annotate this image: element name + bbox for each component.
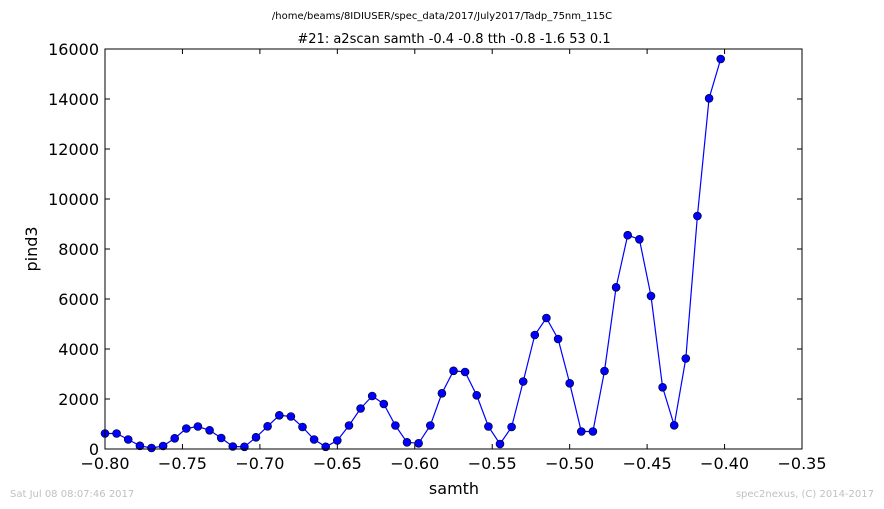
y-tick-label: 6000 xyxy=(58,290,99,309)
data-point xyxy=(658,382,667,392)
axes: −0.80 −0.75 −0.70 −0.65 −0.60 −0.55 −0.50 −0.45… xyxy=(48,40,826,473)
data-point xyxy=(623,230,633,240)
data-point xyxy=(391,421,400,430)
data-point xyxy=(298,422,307,432)
data-point xyxy=(367,391,377,401)
data-point xyxy=(263,421,272,431)
x-tick-label: −0.70 xyxy=(235,454,284,473)
data-point xyxy=(147,443,156,453)
y-tick-label: 0 xyxy=(89,440,99,459)
data-point xyxy=(542,313,551,323)
x-tick-label: −0.75 xyxy=(158,454,207,473)
data-point xyxy=(332,436,342,445)
data-point xyxy=(576,427,586,436)
x-tick-label: −0.65 xyxy=(313,454,362,473)
data-point xyxy=(518,377,528,386)
data-point xyxy=(681,354,691,363)
x-tick-label: −0.45 xyxy=(623,454,672,473)
data-point xyxy=(414,438,423,448)
data-point xyxy=(588,427,598,436)
data-point xyxy=(484,422,493,431)
data-point xyxy=(553,334,563,344)
data-point xyxy=(704,94,714,103)
data-point xyxy=(635,235,644,244)
x-tick-label: −0.40 xyxy=(700,454,749,473)
data-point xyxy=(286,412,296,421)
data-point xyxy=(611,282,621,292)
plot-area xyxy=(100,54,726,453)
y-axis-label: pind3 xyxy=(22,226,41,271)
data-point xyxy=(565,378,575,388)
data-point xyxy=(472,390,482,400)
data-point xyxy=(216,433,226,443)
data-point xyxy=(274,410,284,420)
y-tick-label: 16000 xyxy=(48,40,99,59)
footer-timestamp: Sat Jul 08 08:07:46 2017 xyxy=(10,489,135,500)
plot-frame xyxy=(104,48,803,450)
data-point xyxy=(379,399,389,409)
data-point xyxy=(321,442,331,452)
y-tick-label: 4000 xyxy=(58,340,99,359)
data-point xyxy=(425,421,435,430)
data-point xyxy=(507,422,516,432)
data-point xyxy=(309,435,319,444)
data-point xyxy=(251,432,261,442)
series-line xyxy=(105,58,722,449)
data-point xyxy=(205,425,214,435)
chart-suptitle: /home/beams/8IDIUSER/spec_data/2017/July… xyxy=(272,11,612,22)
y-tick-label: 8000 xyxy=(58,240,99,259)
x-tick-label: −0.55 xyxy=(468,454,517,473)
y-tick-label: 10000 xyxy=(48,190,99,209)
data-point xyxy=(495,439,505,449)
data-point xyxy=(530,330,540,340)
data-point xyxy=(669,420,679,430)
data-point xyxy=(460,367,470,377)
data-point xyxy=(170,433,179,443)
data-point xyxy=(449,366,458,376)
data-point xyxy=(356,404,365,413)
data-point xyxy=(123,435,133,444)
data-point xyxy=(193,422,203,431)
x-tick-label: −0.60 xyxy=(390,454,439,473)
x-tick-label: −0.50 xyxy=(545,454,594,473)
x-axis-label: samth xyxy=(429,479,479,498)
y-tick-label: 2000 xyxy=(58,390,99,409)
x-tick-label: −0.80 xyxy=(80,454,129,473)
data-point xyxy=(158,441,168,451)
data-point xyxy=(344,421,354,430)
data-point xyxy=(646,291,656,301)
data-point xyxy=(240,442,249,452)
chart-title: #21: a2scan samth -0.4 -0.8 tth -0.8 -1.… xyxy=(297,32,610,47)
data-point xyxy=(437,388,447,398)
y-tick-label: 14000 xyxy=(48,90,99,109)
data-point xyxy=(402,437,412,447)
data-point xyxy=(182,424,191,433)
data-point xyxy=(693,211,702,221)
footer-credit: spec2nexus, (C) 2014-2017 xyxy=(735,489,874,500)
x-tick-label: −0.35 xyxy=(777,454,826,473)
y-tick-label: 12000 xyxy=(48,140,99,159)
data-point xyxy=(112,429,121,438)
data-point xyxy=(716,54,726,64)
data-point xyxy=(600,366,609,376)
data-point xyxy=(135,441,145,451)
